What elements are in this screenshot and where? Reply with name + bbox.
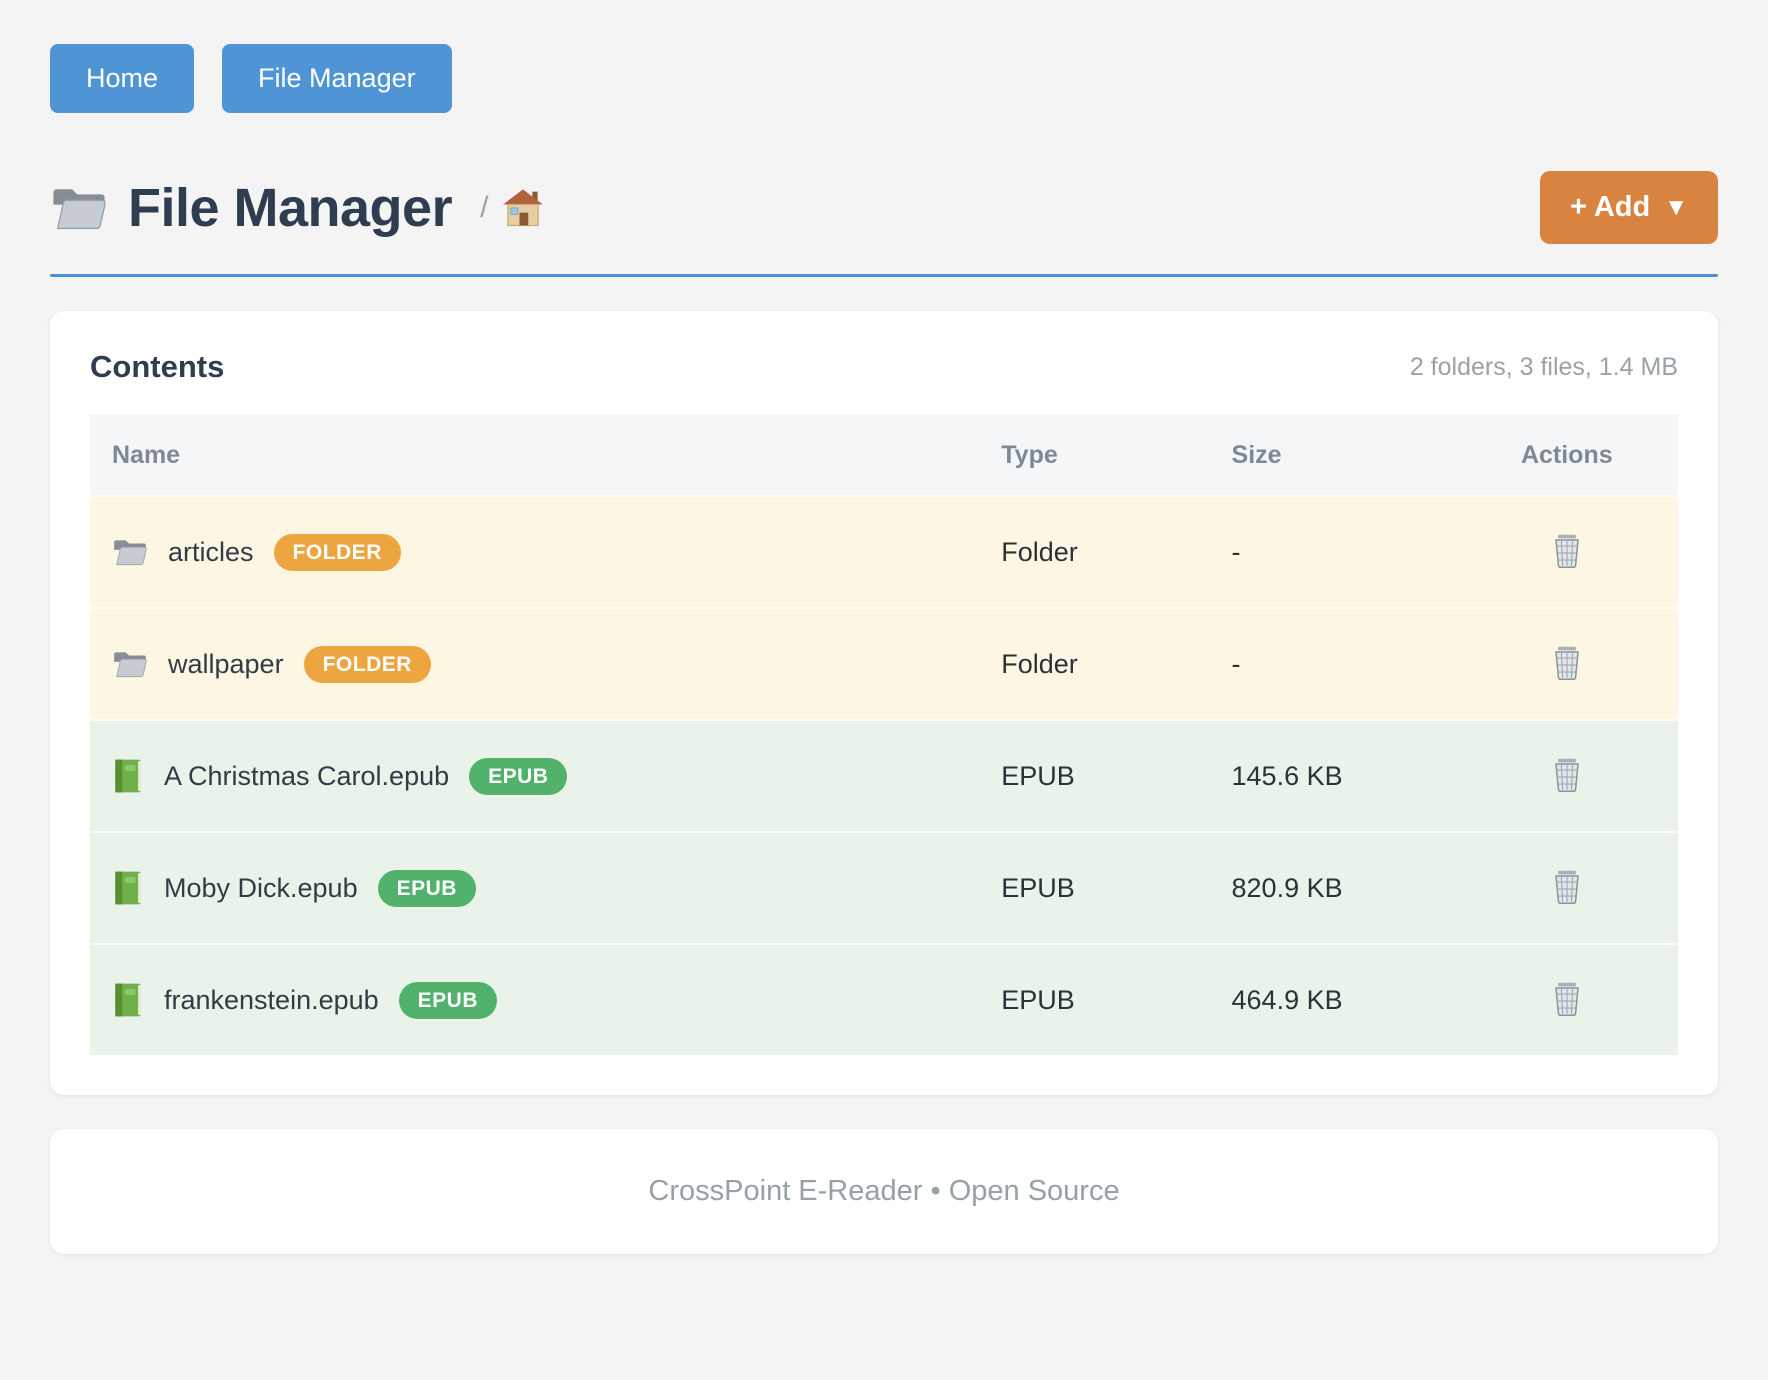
house-icon[interactable] — [502, 188, 544, 228]
green-book-icon — [112, 758, 144, 794]
item-size: 145.6 KB — [1231, 760, 1343, 791]
delete-button[interactable] — [1546, 642, 1588, 687]
green-book-icon — [112, 870, 144, 906]
item-size: - — [1231, 648, 1241, 679]
folder-icon — [112, 537, 148, 567]
contents-summary: 2 folders, 3 files, 1.4 MB — [1409, 352, 1678, 381]
item-type: Folder — [1001, 536, 1078, 567]
item-size: 464.9 KB — [1231, 984, 1343, 1015]
add-button[interactable]: + Add ▼ — [1539, 171, 1718, 244]
item-name-cell[interactable]: frankenstein.epub EPUB — [90, 981, 979, 1019]
open-folder-icon — [50, 184, 108, 232]
item-actions-cell — [1456, 642, 1678, 687]
item-type: EPUB — [1001, 872, 1075, 903]
file-manager-nav-button[interactable]: File Manager — [222, 44, 452, 113]
folder-badge: FOLDER — [273, 533, 401, 571]
table-row: frankenstein.epub EPUB EPUB 464.9 KB — [90, 943, 1678, 1055]
file-table: Name Type Size Actions articles FOLDER — [90, 415, 1678, 1055]
trash-icon — [1552, 758, 1582, 795]
item-type: EPUB — [1001, 760, 1075, 791]
epub-badge: EPUB — [377, 869, 476, 907]
page-header: File Manager / + Add ▼ — [50, 171, 1718, 244]
trash-icon — [1552, 534, 1582, 571]
item-actions-cell — [1456, 978, 1678, 1023]
item-name: articles — [168, 536, 254, 567]
column-header-actions: Actions — [1520, 440, 1613, 469]
item-name: A Christmas Carol.epub — [164, 760, 450, 791]
folder-icon — [112, 649, 148, 679]
folder-badge: FOLDER — [303, 645, 431, 683]
item-size: - — [1231, 536, 1241, 567]
table-row: A Christmas Carol.epub EPUB EPUB 145.6 K… — [90, 719, 1678, 831]
footer-text: CrossPoint E-Reader • Open Source — [648, 1175, 1120, 1207]
item-name-cell[interactable]: A Christmas Carol.epub EPUB — [90, 757, 979, 795]
item-name-cell[interactable]: articles FOLDER — [90, 533, 979, 571]
contents-card-header: Contents 2 folders, 3 files, 1.4 MB — [90, 349, 1678, 385]
green-book-icon — [112, 982, 144, 1018]
contents-title: Contents — [90, 349, 225, 384]
contents-card: Contents 2 folders, 3 files, 1.4 MB Name… — [50, 311, 1718, 1095]
table-header-row: Name Type Size Actions — [90, 415, 1678, 495]
item-name-cell[interactable]: Moby Dick.epub EPUB — [90, 869, 979, 907]
delete-button[interactable] — [1546, 866, 1588, 911]
table-row: Moby Dick.epub EPUB EPUB 820.9 KB — [90, 831, 1678, 943]
page-title: File Manager — [128, 177, 453, 238]
item-actions-cell — [1456, 866, 1678, 911]
item-name: frankenstein.epub — [164, 984, 379, 1015]
breadcrumb-separator: / — [480, 190, 489, 224]
delete-button[interactable] — [1546, 754, 1588, 799]
caret-down-icon: ▼ — [1664, 193, 1688, 221]
trash-icon — [1552, 982, 1582, 1019]
home-nav-button[interactable]: Home — [50, 44, 195, 113]
top-navigation: Home File Manager — [50, 44, 1718, 113]
trash-icon — [1552, 870, 1582, 907]
item-name: Moby Dick.epub — [164, 872, 358, 903]
item-actions-cell — [1456, 754, 1678, 799]
item-name: wallpaper — [168, 648, 284, 679]
epub-badge: EPUB — [398, 981, 498, 1019]
trash-icon — [1552, 646, 1582, 683]
item-type: Folder — [1001, 648, 1078, 679]
delete-button[interactable] — [1546, 978, 1588, 1023]
item-actions-cell — [1456, 530, 1678, 575]
item-type: EPUB — [1001, 984, 1075, 1015]
table-row: wallpaper FOLDER Folder - — [90, 607, 1678, 719]
item-name-cell[interactable]: wallpaper FOLDER — [90, 645, 979, 683]
table-row: articles FOLDER Folder - — [90, 495, 1678, 607]
column-header-name: Name — [112, 440, 181, 469]
column-header-type: Type — [1001, 440, 1058, 469]
delete-button[interactable] — [1546, 530, 1588, 575]
column-header-size: Size — [1231, 440, 1282, 469]
page: Home File Manager File Manager / + Add ▼ — [50, 44, 1718, 1254]
header-divider — [50, 274, 1718, 277]
item-size: 820.9 KB — [1231, 872, 1343, 903]
epub-badge: EPUB — [469, 757, 568, 795]
footer-card: CrossPoint E-Reader • Open Source — [50, 1129, 1718, 1254]
add-button-label: + Add — [1569, 191, 1651, 223]
